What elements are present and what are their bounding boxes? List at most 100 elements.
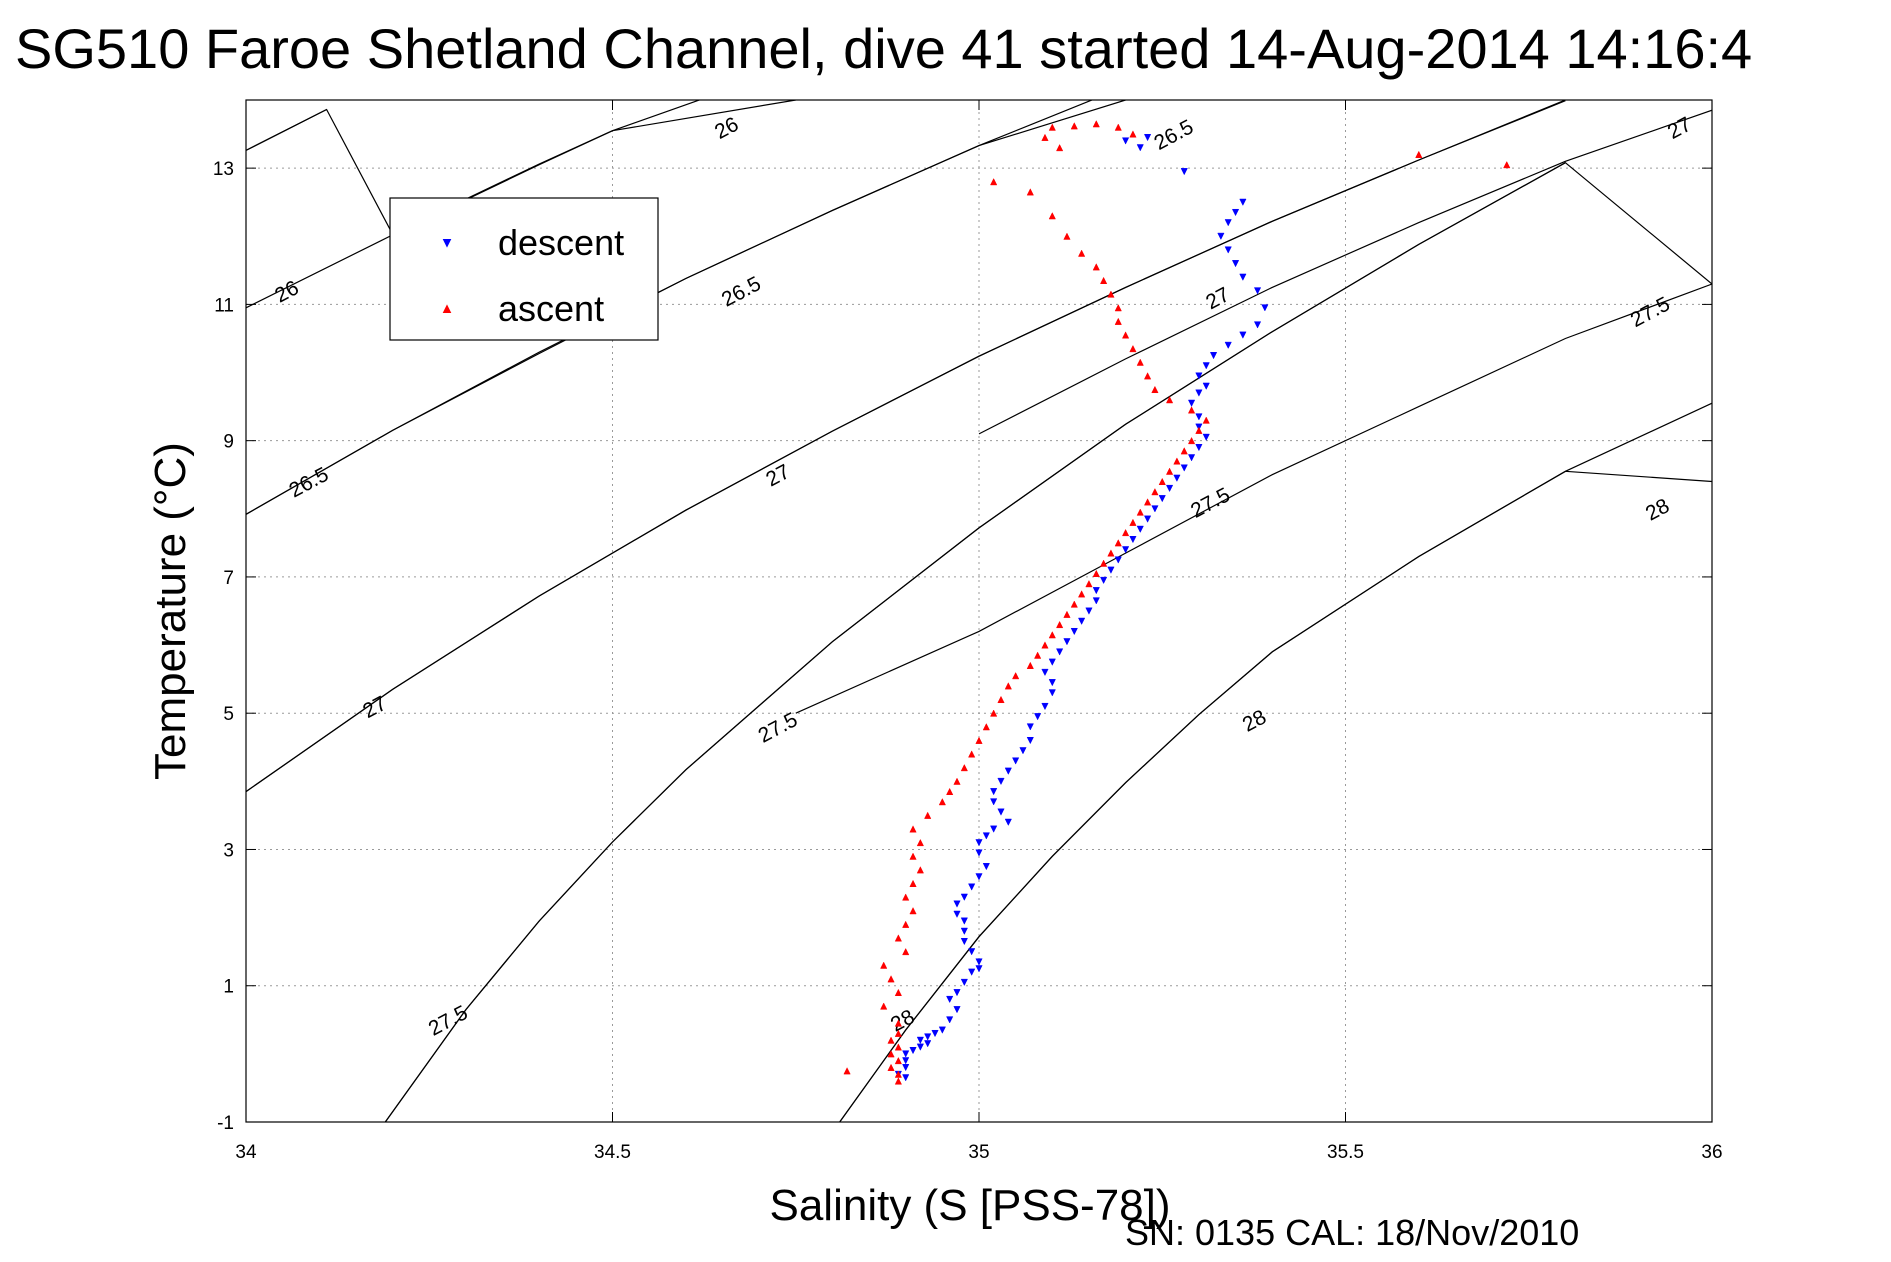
ascent-point — [1063, 610, 1071, 618]
ascent-point — [1056, 620, 1064, 629]
descent-point — [1034, 713, 1042, 721]
ascent-point — [1180, 447, 1188, 455]
descent-point — [1026, 737, 1034, 745]
ascent-point — [1092, 120, 1100, 128]
ascent-point — [1056, 143, 1064, 152]
ascent-point — [1063, 232, 1071, 240]
ascent-point — [1129, 344, 1137, 353]
descent-point — [1187, 454, 1196, 462]
descent-point — [1048, 658, 1056, 666]
ascent-point — [1129, 130, 1137, 138]
isopycnal-curve-26 — [246, 108, 327, 151]
descent-point — [1056, 648, 1064, 656]
descent-point — [1012, 757, 1020, 765]
descent-point — [1202, 382, 1210, 390]
descent-point — [924, 1033, 932, 1041]
ascent-point — [1151, 488, 1159, 496]
descent-point — [1092, 597, 1100, 605]
y-tick-label: 5 — [223, 704, 234, 725]
ascent-point — [1026, 661, 1034, 669]
ascent-point — [880, 961, 888, 969]
descent-point — [968, 968, 976, 976]
descent-point — [990, 798, 998, 806]
ascent-point — [1143, 372, 1152, 380]
y-tick-label: 7 — [223, 568, 234, 589]
ascent-point — [902, 920, 910, 928]
ascent-point — [1129, 518, 1137, 526]
legend-box — [389, 197, 659, 341]
descent-point — [1151, 505, 1159, 513]
descent-point — [1224, 219, 1232, 227]
ascent-point — [1070, 122, 1078, 130]
descent-point — [1070, 627, 1078, 636]
ascent-point — [1121, 331, 1130, 339]
ascent-point — [894, 1029, 902, 1037]
descent-point — [902, 1074, 910, 1082]
descent-point — [1129, 536, 1137, 544]
descent-point — [960, 893, 968, 901]
descent-point — [975, 839, 983, 847]
ascent-point — [1100, 276, 1108, 285]
legend-ascent-label: ascent — [498, 288, 604, 329]
descent-point — [990, 788, 998, 796]
ascent-point — [909, 825, 917, 833]
ascent-point — [894, 1070, 902, 1078]
descent-point — [1209, 352, 1218, 360]
descent-point — [1092, 587, 1100, 595]
ascent-point — [1136, 508, 1144, 516]
descent-point — [1136, 525, 1144, 533]
isopycnal-curve-27_5 — [384, 162, 1566, 1122]
ascent-point — [1107, 549, 1115, 557]
descent-point — [975, 958, 983, 966]
ascent-point — [1136, 358, 1144, 366]
descent-point — [1143, 134, 1152, 142]
ascent-point — [1415, 150, 1423, 158]
legend-ascent-marker — [442, 304, 452, 313]
ascent-point — [894, 1019, 902, 1027]
descent-point — [902, 1050, 910, 1058]
ascent-point — [894, 988, 902, 996]
descent-point — [1041, 668, 1049, 677]
ascent-point — [1078, 249, 1086, 257]
calibration-footer: SN: 0135 CAL: 18/Nov/2010 — [1125, 1212, 1579, 1253]
descent-point — [990, 825, 998, 833]
ascent-point — [1151, 385, 1159, 394]
descent-point — [946, 1016, 954, 1024]
ascent-point — [1070, 600, 1078, 608]
descent-point — [982, 832, 990, 840]
ascent-point — [909, 907, 917, 915]
descent-point — [1041, 702, 1049, 711]
descent-point — [1004, 818, 1012, 826]
descent-point — [1261, 304, 1269, 312]
isopycnal-curve-28 — [839, 402, 1712, 1122]
descent-point — [1195, 372, 1203, 380]
ascent-point — [1114, 539, 1122, 547]
y-tick-label: 13 — [213, 159, 234, 180]
descent-point — [1224, 341, 1232, 350]
descent-point — [938, 1026, 946, 1034]
ascent-point — [909, 852, 917, 860]
ascent-point — [1503, 160, 1511, 169]
descent-point — [909, 1047, 917, 1055]
data-points — [843, 120, 1511, 1085]
descent-point — [953, 1006, 961, 1014]
ascent-point — [960, 763, 968, 772]
ascent-point — [1026, 188, 1034, 196]
descent-point — [997, 777, 1005, 786]
x-tick-label: 34.5 — [594, 1142, 631, 1163]
descent-point — [1085, 607, 1093, 615]
ascent-point — [1092, 263, 1100, 271]
ascent-point — [1078, 590, 1086, 598]
descent-point — [1019, 747, 1027, 755]
ascent-point — [990, 709, 998, 717]
ascent-point — [1158, 477, 1166, 485]
ascent-point — [843, 1067, 851, 1075]
descent-point — [1239, 273, 1247, 281]
isopycnal-contours — [246, 100, 1712, 1122]
ascent-point — [1048, 123, 1056, 131]
isopycnal-curve-27 — [246, 100, 1566, 793]
plot-area: 262626.526.526.52727272727.527.527.527.5… — [213, 99, 1723, 1163]
ascent-point — [1085, 579, 1093, 588]
ascent-point — [1004, 682, 1012, 690]
